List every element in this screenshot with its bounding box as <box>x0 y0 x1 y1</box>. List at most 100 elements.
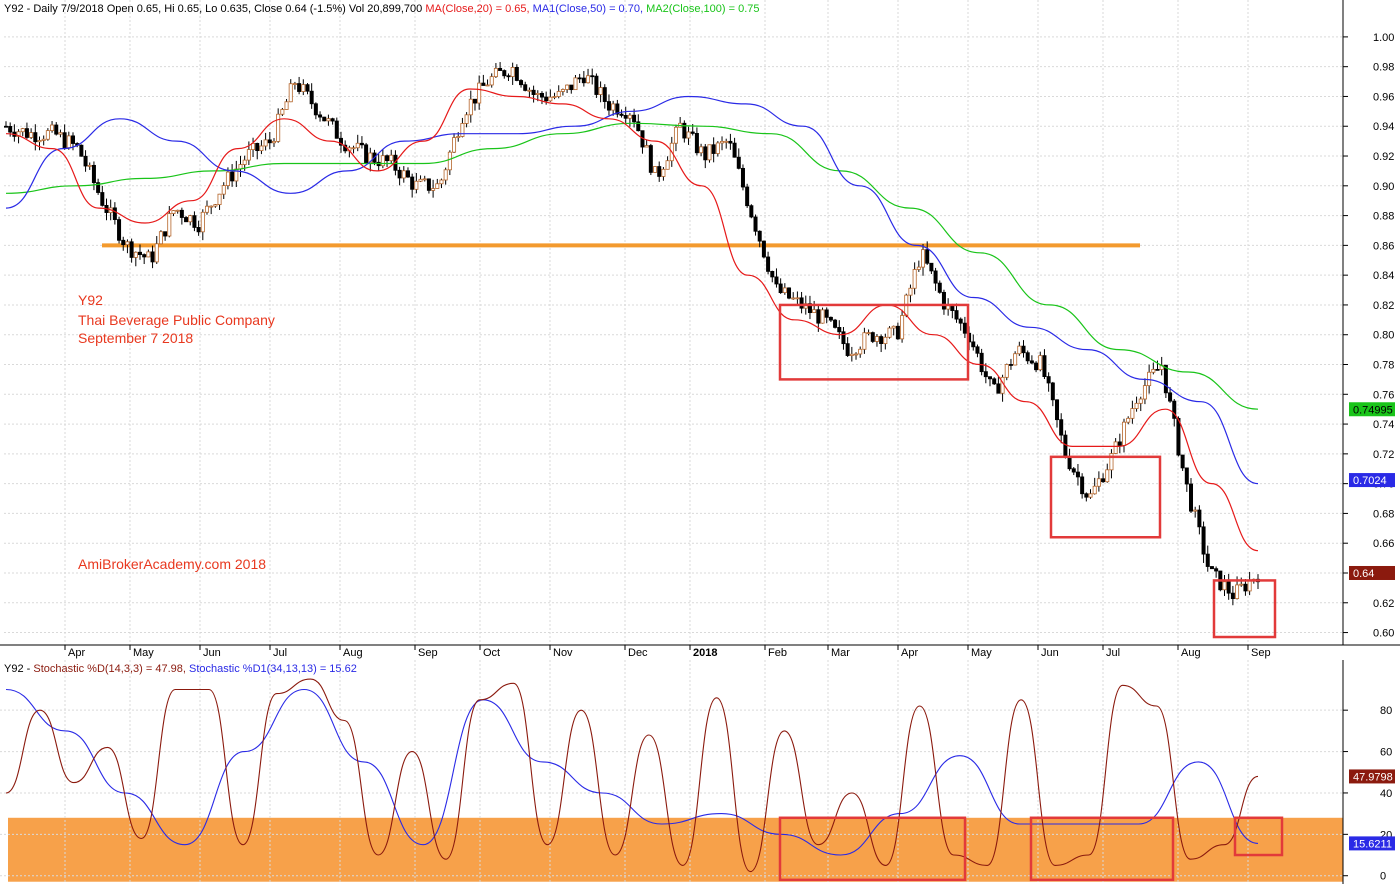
x-axis-label: Sep <box>1251 647 1271 659</box>
candle-body <box>431 188 436 191</box>
candle-body <box>648 145 653 173</box>
candle-body <box>841 331 846 345</box>
candle-body <box>129 241 134 258</box>
candle-body <box>29 132 34 138</box>
candle-body <box>1197 509 1202 528</box>
candle-body <box>845 343 850 356</box>
candle-body <box>1096 478 1101 487</box>
candle-body <box>1226 581 1231 594</box>
candle-body <box>749 205 754 218</box>
price-tick-label: 0.62 <box>1373 598 1394 610</box>
candle-body <box>472 98 477 104</box>
candle-body <box>1142 385 1147 400</box>
candle-body <box>184 217 189 223</box>
candle-body <box>33 132 38 143</box>
candle-body <box>213 204 218 207</box>
candle-body <box>753 216 758 232</box>
candle-body <box>1243 583 1248 592</box>
annotation-watermark: AmiBrokerAcademy.com 2018 <box>78 556 266 572</box>
candle-body <box>820 309 825 324</box>
stochastic-fast-line <box>5 678 1259 873</box>
candle-body <box>1214 568 1219 572</box>
candle-body <box>799 297 804 309</box>
price-header: Y92 - Daily 7/9/2018 Open 0.65, Hi 0.65,… <box>4 3 760 15</box>
candle-body <box>560 89 565 92</box>
annotation-date: September 7 2018 <box>78 330 193 346</box>
candle-body <box>1071 468 1076 473</box>
candle-body <box>787 287 792 299</box>
price-tick-label: 0.80 <box>1373 330 1394 342</box>
candle-body <box>280 109 285 115</box>
price-tick-label: 0.72 <box>1373 449 1394 461</box>
price-axis-ticks: 1.00 0.98 0.96 0.94 0.92 0.90 0.88 0.86 0.84 0.82… <box>1343 32 1394 640</box>
x-axis-label: Jul <box>273 647 287 659</box>
candle-body <box>50 124 55 132</box>
price-pane: 1.00 0.98 0.96 0.94 0.92 0.90 0.88 0.86 0.84 0.82… <box>0 0 1400 659</box>
candle-body <box>163 231 168 237</box>
candle-body <box>498 67 503 71</box>
stochastic-tag-label: 15.6211 <box>1353 838 1392 850</box>
price-tick-label: 0.96 <box>1373 91 1394 103</box>
candle-body <box>623 115 628 119</box>
candle-body <box>196 227 201 233</box>
candle-body <box>389 154 394 162</box>
candle-body <box>879 336 884 344</box>
stochastic-tick-label: 40 <box>1380 788 1392 800</box>
candle-body <box>493 67 498 78</box>
candle-body <box>732 142 737 158</box>
stochastic-highlight-box <box>1029 816 1175 882</box>
candle-body <box>1239 583 1244 586</box>
candle-body <box>581 77 586 84</box>
candle-body <box>422 178 427 181</box>
price-tag-bg <box>1349 402 1395 417</box>
candle-body <box>975 346 980 354</box>
candle-body <box>673 126 678 144</box>
candle-body <box>1017 345 1022 355</box>
highlight-box <box>778 303 970 381</box>
candle-body <box>962 322 967 334</box>
candle-body <box>791 297 796 300</box>
x-axis-label: Jul <box>1106 647 1120 659</box>
candle-body <box>464 114 469 124</box>
highlight-box <box>1049 455 1162 539</box>
candle-body <box>142 254 147 258</box>
candle-body <box>895 325 900 340</box>
candle-body <box>100 192 105 206</box>
candle-body <box>481 82 486 86</box>
candle-body <box>1130 408 1135 419</box>
candle-body <box>703 146 708 161</box>
candle-body <box>1029 360 1034 364</box>
candle-body <box>1134 402 1139 409</box>
candle-body <box>548 96 553 102</box>
candle-body <box>192 215 197 228</box>
stochastic-tick-label: 60 <box>1380 747 1392 759</box>
candle-body <box>485 84 490 87</box>
candle-body <box>125 241 130 246</box>
candle-body <box>770 270 775 278</box>
stochastic-tick-label: 0 <box>1380 871 1386 883</box>
stochastic-header: Y92 - Stochastic %D(14,3,3) = 47.98, Sto… <box>4 663 357 675</box>
candle-body <box>255 142 260 152</box>
candle-body <box>66 135 71 149</box>
candle-body <box>1055 399 1060 421</box>
candle-body <box>682 122 687 139</box>
candle-body <box>720 140 725 144</box>
candle-body <box>900 315 905 340</box>
candle-body <box>1122 421 1127 446</box>
candle-body <box>121 239 126 246</box>
candle-body <box>615 103 620 115</box>
price-tick-label: 0.66 <box>1373 538 1394 550</box>
candle-body <box>41 138 46 141</box>
candle-body <box>1205 553 1210 567</box>
candle-body <box>380 155 385 167</box>
x-axis-label: Apr <box>68 647 85 659</box>
candle-body <box>242 159 247 165</box>
candle-body <box>657 166 662 177</box>
stochastic-last-value-tags: 47.9798 15.6211 <box>1349 769 1395 851</box>
candle-body <box>636 121 641 132</box>
candle-body <box>4 125 9 128</box>
candle-body <box>447 151 452 171</box>
candle-body <box>573 77 578 91</box>
candle-body <box>70 135 75 144</box>
